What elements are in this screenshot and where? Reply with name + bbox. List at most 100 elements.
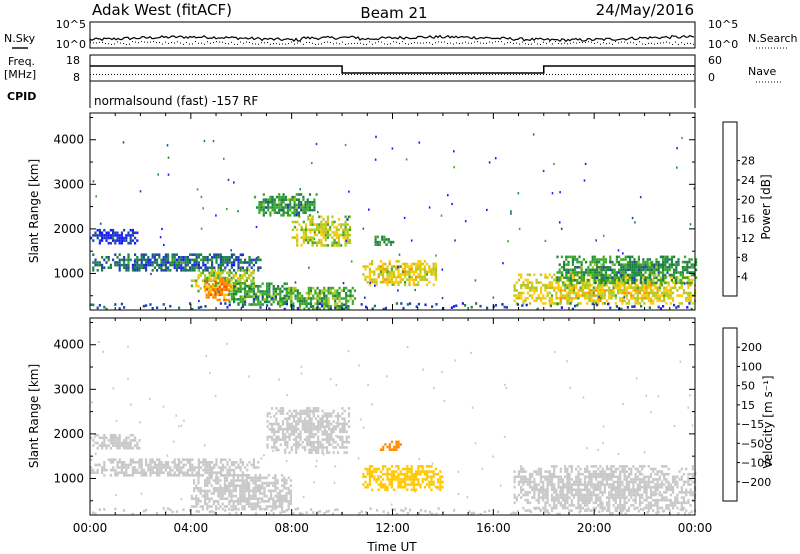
ground-cell: [615, 305, 618, 308]
range-cell: [284, 440, 287, 444]
range-cell: [608, 296, 611, 300]
ground-cell: [677, 305, 680, 308]
range-cell: [417, 472, 420, 476]
range-cell: [621, 289, 624, 292]
range-cell: [565, 263, 568, 266]
range-cell: [577, 488, 580, 492]
range-cell: [118, 234, 121, 237]
nave-dot: [567, 74, 568, 75]
range-cell: [287, 505, 290, 508]
range-cell: [588, 478, 591, 481]
range-cell: [564, 465, 567, 468]
range-cell: [550, 283, 554, 287]
range-cell: [393, 265, 396, 268]
range-cell: [219, 258, 222, 262]
range-cell: [390, 480, 393, 484]
nsearch-dot: [678, 43, 679, 45]
range-cell: [383, 240, 386, 244]
range-cell: [156, 466, 159, 469]
range-cell: [136, 471, 139, 474]
range-cell: [644, 281, 647, 285]
range-cell: [565, 255, 568, 259]
range-cell: [310, 451, 313, 454]
range-cell: [339, 427, 342, 431]
range-cell: [123, 258, 126, 262]
range-cell: [173, 261, 176, 264]
range-cell: [239, 500, 242, 503]
range-cell: [250, 271, 253, 275]
range-cell: [316, 299, 319, 303]
range-cell: [226, 489, 229, 493]
range-cell: [316, 302, 319, 305]
ground-cell: [338, 305, 341, 308]
range-cell: [674, 283, 677, 287]
range-cell: [180, 266, 183, 269]
range-cell: [426, 273, 429, 276]
range-cell: [557, 493, 560, 497]
range-cell: [182, 261, 185, 264]
range-cell: [131, 471, 134, 474]
range-cell: [580, 273, 583, 277]
range-cell: [276, 487, 279, 490]
range-cell: [136, 231, 139, 235]
range-cell: [347, 307, 350, 311]
range-cell: [616, 289, 620, 292]
range-cell: [160, 471, 163, 474]
range-cell: [548, 483, 551, 486]
range-cell: [321, 422, 324, 426]
range-cell: [544, 302, 547, 305]
range-cell: [533, 299, 536, 303]
range-cell: [604, 266, 607, 269]
range-cell: [577, 291, 580, 295]
range-cell: [259, 487, 262, 490]
range-cell: [297, 433, 300, 436]
range-cell: [636, 299, 639, 303]
range-cell: [325, 294, 328, 298]
range-cell: [299, 414, 302, 418]
range-cell: [346, 241, 349, 245]
colorbar-tick-label: 16: [741, 213, 755, 226]
range-cell: [588, 291, 591, 295]
range-cell: [291, 195, 294, 199]
nsearch-dot: [474, 41, 475, 43]
range-cell: [267, 481, 270, 485]
range-cell: [687, 283, 690, 287]
range-cell: [577, 478, 580, 481]
range-cell: [635, 268, 638, 272]
range-cell: [653, 268, 656, 272]
range-cell: [623, 286, 626, 290]
range-cell: [291, 198, 294, 201]
range-cell: [268, 287, 271, 291]
range-cell: [410, 267, 413, 271]
range-cell: [430, 480, 433, 484]
range-cell: [553, 273, 556, 277]
range-cell: [272, 292, 275, 296]
range-cell: [204, 282, 207, 285]
range-cell: [586, 302, 589, 305]
nave-dot: [228, 74, 229, 75]
range-cell: [667, 281, 670, 284]
range-cell: [667, 294, 670, 297]
range-cell: [410, 483, 413, 486]
range-cell: [140, 256, 143, 259]
range-cell: [134, 253, 137, 256]
nave-dot: [249, 74, 250, 75]
range-cell: [277, 300, 280, 304]
nave-dot: [459, 74, 460, 75]
range-cell: [140, 263, 143, 267]
range-cell: [337, 238, 341, 242]
nsearch-label: N.Search: [748, 32, 798, 45]
nsky-label: N.Sky: [4, 32, 36, 45]
range-cell: [517, 483, 521, 486]
range-cell: [345, 297, 348, 300]
range-cell: [90, 466, 93, 469]
range-cell: [564, 483, 567, 486]
range-cell: [602, 263, 605, 266]
range-cell: [607, 279, 610, 282]
range-cell: [180, 263, 183, 267]
range-cell: [269, 214, 272, 217]
range-cell: [307, 292, 310, 295]
range-cell: [226, 497, 229, 500]
velocity-data-points: [90, 341, 697, 516]
